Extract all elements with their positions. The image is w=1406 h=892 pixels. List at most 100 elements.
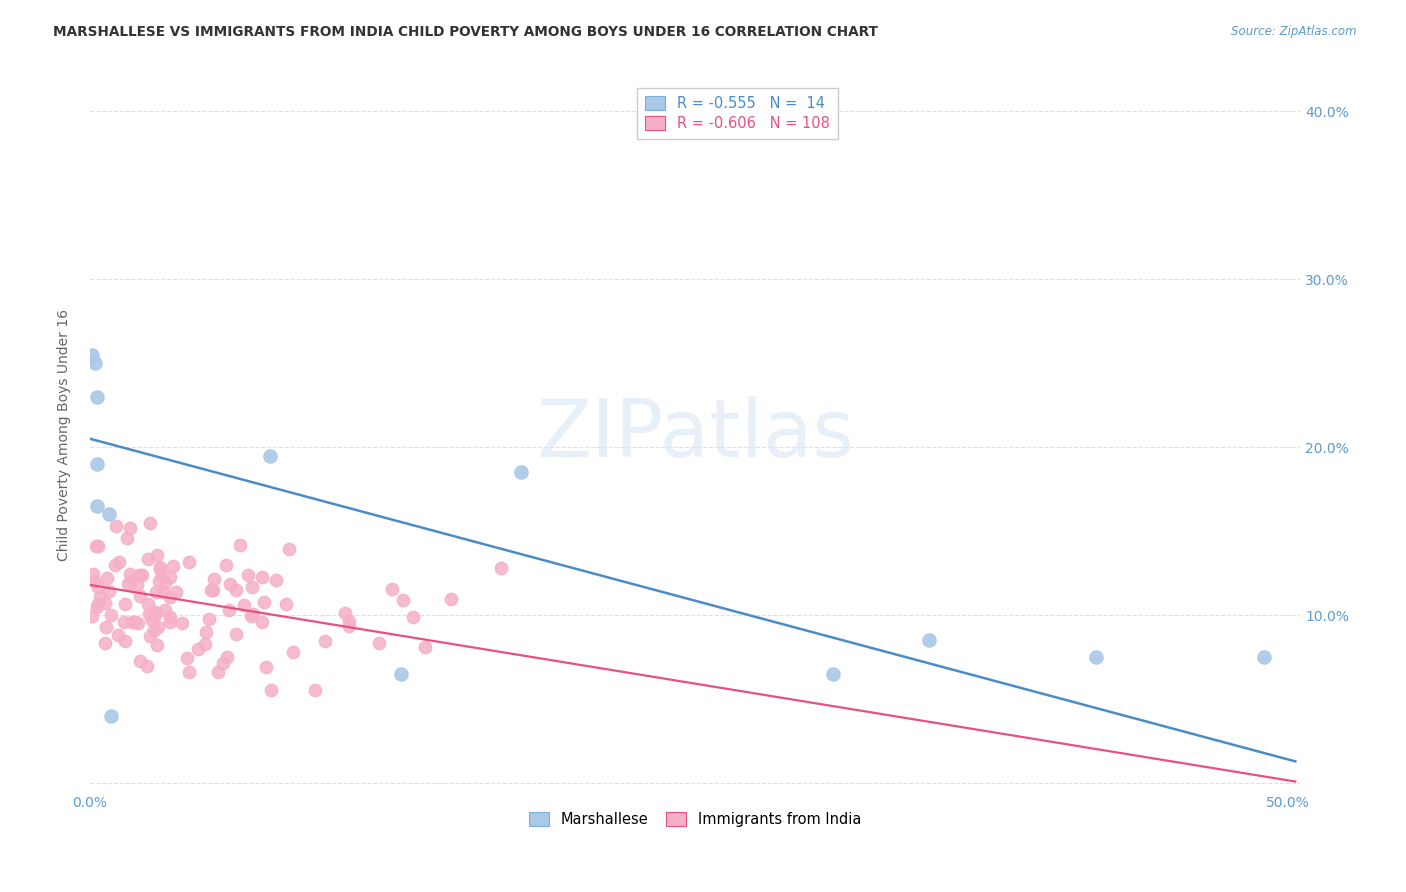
- Point: [112, 615, 135, 630]
- Legend: Marshallese, Immigrants from India: Marshallese, Immigrants from India: [522, 805, 869, 834]
- Point: [225, 627, 247, 641]
- Point: [82, 567, 104, 582]
- Point: [176, 651, 198, 665]
- Point: [212, 657, 235, 671]
- Point: [152, 585, 174, 599]
- Point: [304, 683, 326, 698]
- Point: [240, 580, 263, 594]
- Point: [207, 665, 229, 680]
- Point: [177, 555, 200, 569]
- Point: [98, 584, 121, 599]
- Point: [242, 607, 264, 622]
- Point: [83, 574, 105, 589]
- Point: [127, 615, 149, 630]
- Point: [219, 577, 242, 591]
- Point: [96, 571, 118, 585]
- Point: [1253, 650, 1275, 665]
- Point: [259, 449, 281, 463]
- Point: [491, 561, 513, 575]
- Point: [198, 612, 221, 626]
- Point: [114, 634, 136, 648]
- Point: [440, 592, 463, 607]
- Point: [128, 567, 150, 582]
- Point: [201, 583, 224, 598]
- Point: [136, 659, 159, 673]
- Point: [98, 508, 121, 522]
- Point: [89, 590, 111, 604]
- Point: [100, 607, 122, 622]
- Point: [153, 576, 176, 591]
- Point: [141, 613, 163, 627]
- Point: [108, 555, 131, 569]
- Point: [253, 595, 276, 609]
- Point: [236, 568, 259, 582]
- Point: [254, 660, 277, 674]
- Point: [117, 577, 139, 591]
- Point: [115, 531, 138, 545]
- Point: [83, 356, 105, 370]
- Point: [187, 641, 209, 656]
- Point: [1085, 650, 1108, 665]
- Point: [277, 541, 299, 556]
- Point: [162, 559, 184, 574]
- Point: [200, 583, 222, 598]
- Point: [114, 597, 136, 611]
- Point: [128, 654, 150, 668]
- Point: [194, 637, 217, 651]
- Point: [314, 634, 336, 648]
- Point: [148, 562, 170, 576]
- Point: [118, 566, 141, 581]
- Point: [100, 709, 122, 723]
- Point: [145, 638, 167, 652]
- Point: [150, 568, 173, 582]
- Point: [337, 619, 360, 633]
- Point: [139, 629, 162, 643]
- Point: [87, 597, 110, 611]
- Point: [159, 591, 181, 605]
- Point: [118, 521, 141, 535]
- Point: [264, 574, 287, 588]
- Point: [159, 570, 181, 584]
- Point: [177, 665, 200, 679]
- Point: [510, 466, 533, 480]
- Point: [146, 548, 169, 562]
- Point: [94, 636, 117, 650]
- Point: [337, 615, 360, 629]
- Point: [165, 585, 187, 599]
- Point: [124, 615, 146, 630]
- Point: [202, 572, 225, 586]
- Point: [86, 499, 108, 513]
- Point: [94, 596, 117, 610]
- Text: ZIPatlas: ZIPatlas: [536, 395, 853, 474]
- Point: [276, 597, 298, 611]
- Point: [233, 598, 256, 612]
- Point: [170, 615, 193, 630]
- Point: [143, 606, 166, 620]
- Point: [225, 583, 247, 598]
- Point: [129, 589, 152, 603]
- Point: [104, 558, 127, 573]
- Point: [194, 624, 217, 639]
- Point: [215, 558, 238, 572]
- Point: [159, 615, 181, 629]
- Point: [218, 602, 240, 616]
- Point: [259, 683, 281, 698]
- Point: [121, 615, 143, 629]
- Point: [159, 610, 181, 624]
- Point: [84, 539, 107, 553]
- Point: [107, 628, 129, 642]
- Point: [917, 633, 939, 648]
- Point: [415, 640, 437, 654]
- Point: [94, 620, 117, 634]
- Point: [250, 615, 273, 630]
- Point: [136, 598, 159, 612]
- Point: [391, 592, 413, 607]
- Point: [86, 539, 108, 553]
- Point: [104, 518, 127, 533]
- Point: [335, 606, 357, 620]
- Point: [367, 635, 389, 649]
- Point: [139, 516, 162, 530]
- Point: [143, 607, 166, 622]
- Point: [239, 609, 262, 624]
- Point: [86, 457, 108, 471]
